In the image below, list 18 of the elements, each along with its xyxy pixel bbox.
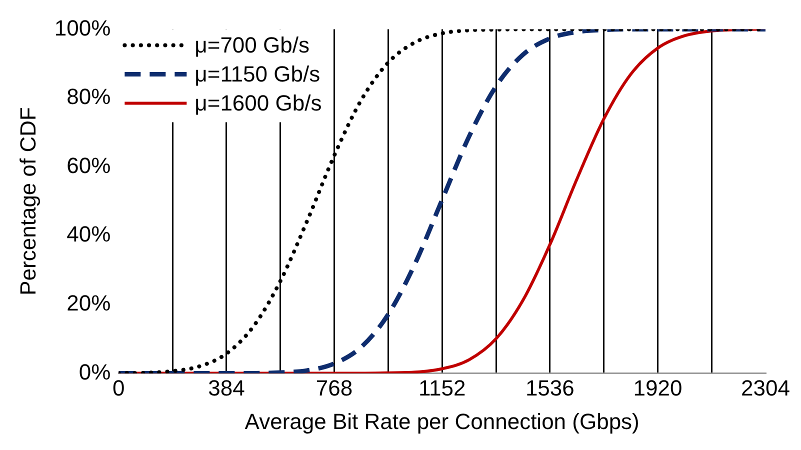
y-tick-label: 80%	[66, 84, 111, 110]
x-tick-label: 768	[316, 375, 353, 400]
y-tick-label: 0%	[78, 359, 111, 384]
legend-label: μ=1600 Gb/s	[194, 90, 322, 116]
x-axis-title: Average Bit Rate per Connection (Gbps)	[244, 408, 640, 434]
y-axis-title: Percentage of CDF	[15, 107, 40, 296]
x-tick-label: 1152	[418, 375, 466, 400]
y-tick-label: 60%	[66, 152, 111, 178]
x-tick-label: 0	[112, 375, 125, 400]
y-tick-label: 40%	[66, 222, 111, 247]
x-tick-label: 1920	[633, 375, 682, 400]
legend-label: μ=1150 Gb/s	[194, 61, 320, 86]
x-tick-label: 1536	[525, 375, 574, 400]
y-tick-label: 20%	[66, 290, 111, 316]
legend-label: μ=700 Gb/s	[194, 32, 310, 58]
y-tick-label: 100%	[54, 15, 111, 40]
x-tick-label: 2304	[741, 375, 790, 400]
x-tick-label: 384	[208, 375, 245, 400]
